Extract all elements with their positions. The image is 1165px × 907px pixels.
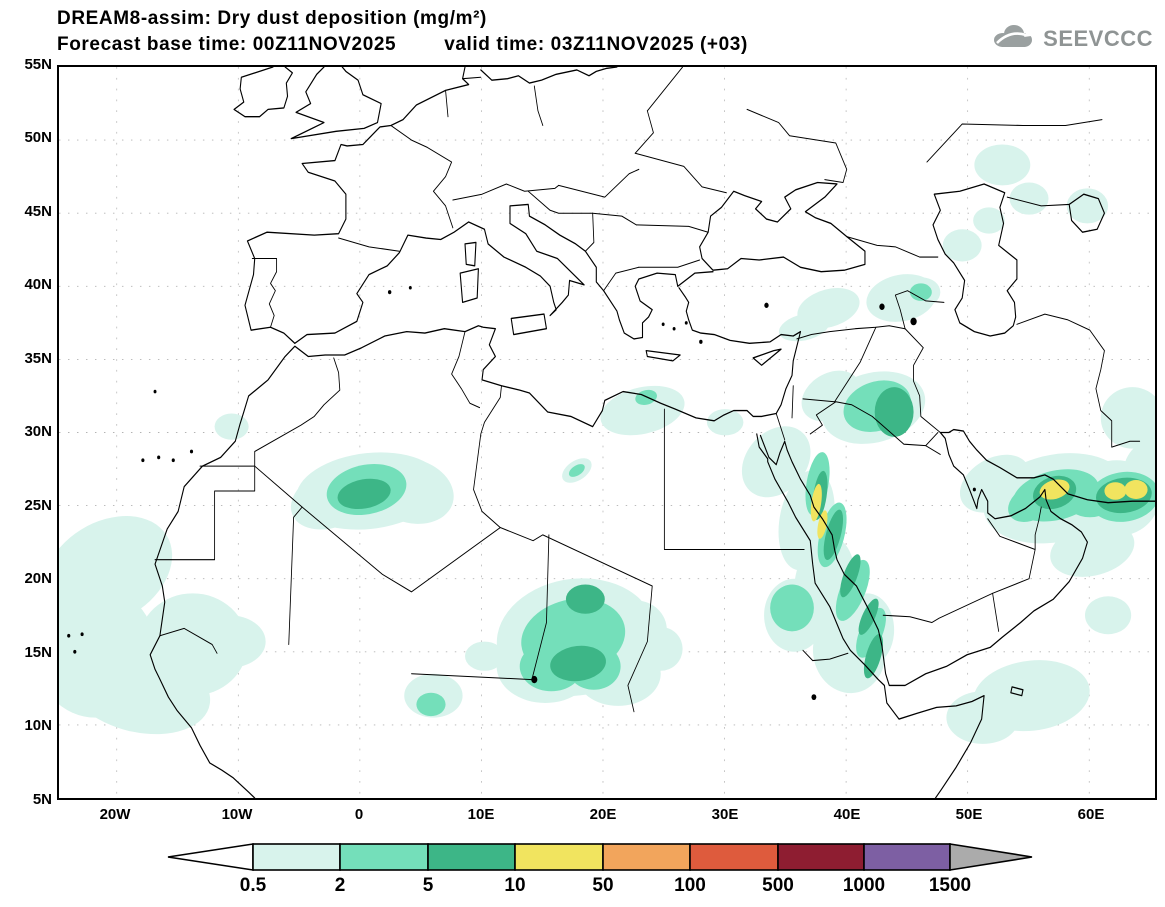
valid-time: valid time: 03Z11NOV2025 (+03) xyxy=(444,34,748,55)
legend-segment-2-5 xyxy=(339,843,429,871)
colorbar xyxy=(167,843,1033,871)
forecast-times-line: Forecast base time: 00Z11NOV2025 valid ti… xyxy=(57,34,748,56)
lat-label-55n: 55N xyxy=(24,56,52,73)
legend-segment-0.5-2 xyxy=(252,843,341,871)
legend-value-2: 2 xyxy=(334,875,346,896)
lon-label-20w: 20W xyxy=(99,806,131,823)
legend-segment-10-50 xyxy=(514,843,604,871)
legend-value-0-5: 0.5 xyxy=(239,875,267,896)
lon-label-20e: 20E xyxy=(589,806,617,823)
lat-label-50n: 50N xyxy=(24,129,52,146)
lon-label-50e: 50E xyxy=(955,806,983,823)
legend-value-500: 500 xyxy=(762,875,794,896)
cloud-logo-icon xyxy=(990,22,1036,55)
legend-segment-100-500 xyxy=(689,843,779,871)
lon-label-10w: 10W xyxy=(221,806,253,823)
lon-label-30e: 30E xyxy=(711,806,739,823)
seevccc-logo: SEEVCCC xyxy=(990,22,1153,55)
island-dots xyxy=(67,286,976,701)
lon-label-10e: 10E xyxy=(467,806,495,823)
lat-label-40n: 40N xyxy=(24,276,52,293)
lat-label-20n: 20N xyxy=(24,570,52,587)
legend-value-1000: 1000 xyxy=(842,875,886,896)
legend-segment-5-10 xyxy=(427,843,516,871)
lon-label-60e: 60E xyxy=(1077,806,1105,823)
lat-label-25n: 25N xyxy=(24,497,52,514)
lat-label-10n: 10N xyxy=(24,717,52,734)
lat-label-5n: 5N xyxy=(32,791,52,808)
logo-text: SEEVCCC xyxy=(1043,25,1153,51)
forecast-base-time: Forecast base time: 00Z11NOV2025 xyxy=(57,34,397,55)
lon-label-0: 0 xyxy=(354,806,364,823)
legend-value-100: 100 xyxy=(674,875,706,896)
legend-value-5: 5 xyxy=(422,875,434,896)
legend-value-50: 50 xyxy=(592,875,614,896)
legend-value-10: 10 xyxy=(504,875,526,896)
country-borders xyxy=(154,67,1141,713)
lat-label-15n: 15N xyxy=(24,644,52,661)
legend-value-1500: 1500 xyxy=(928,875,972,896)
lat-label-35n: 35N xyxy=(24,350,52,367)
legend-segment-1000-1500 xyxy=(863,843,951,871)
lat-label-30n: 30N xyxy=(24,423,52,440)
lat-label-45n: 45N xyxy=(24,203,52,220)
legend-segment-500-1000 xyxy=(777,843,865,871)
coastlines xyxy=(149,67,1155,798)
map-frame xyxy=(57,65,1157,800)
colorbar-left-arrow xyxy=(167,843,254,871)
legend-segment-50-100 xyxy=(602,843,691,871)
lon-label-40e: 40E xyxy=(833,806,861,823)
colorbar-right-arrow xyxy=(949,843,1033,871)
page-title: DREAM8-assim: Dry dust deposition (mg/m²… xyxy=(57,8,487,29)
map-canvas xyxy=(59,67,1155,798)
dust-fill-level4 xyxy=(810,479,1148,539)
